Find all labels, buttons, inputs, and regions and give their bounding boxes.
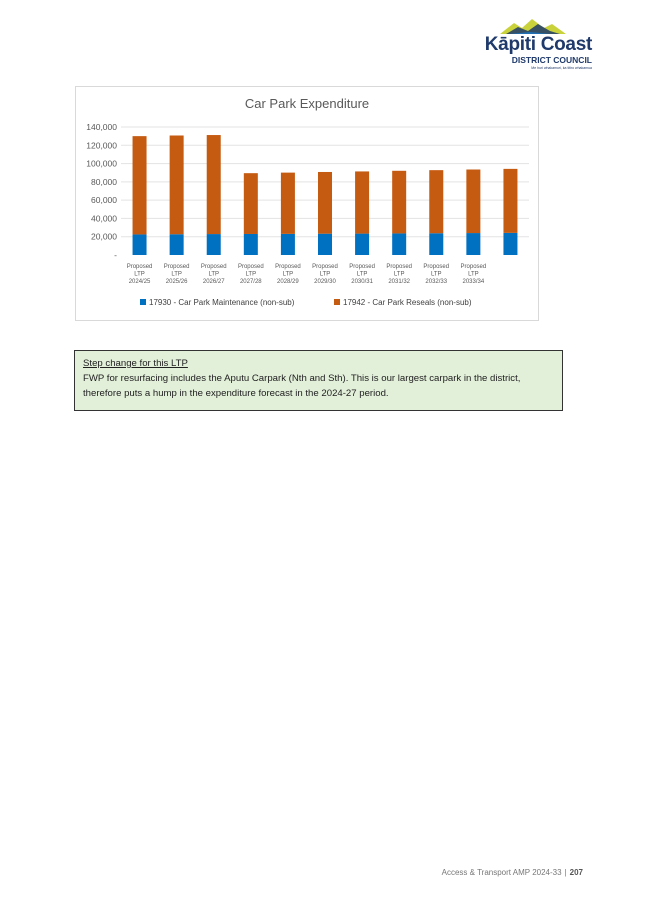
bar-reseals [318,171,332,234]
council-logo: Kāpiti Coast DISTRICT COUNCIL Me huri wh… [470,16,595,74]
x-tick-label: 2024/25 [129,279,151,285]
x-tick-label: 2031/32 [388,279,410,285]
bar-maintenance [206,234,221,255]
x-tick-label: 2030/31 [351,279,373,285]
x-tick-label: LTP [468,272,479,278]
y-tick-label: 120,000 [86,140,117,150]
bar-maintenance [280,233,295,255]
x-tick-label: Proposed [238,264,264,270]
logo-subtitle: DISTRICT COUNCIL [511,55,592,65]
bar-maintenance [243,233,258,255]
logo-tagline: Me huri whakamuri, ka titiro whakamua [531,66,592,70]
x-tick-label: LTP [320,272,331,278]
x-tick-label: 2026/27 [203,279,225,285]
y-tick-label: 140,000 [86,122,117,132]
x-tick-label: LTP [246,272,257,278]
footer-separator: | [564,868,567,877]
x-tick-label: LTP [431,272,442,278]
note-title: Step change for this LTP [83,358,188,369]
bar-reseals [280,172,295,234]
chart-container: Car Park Expenditure - 20,000 40,000 60,000 8… [75,86,539,321]
x-tick-label: 2032/33 [425,279,447,285]
x-tick-label: Proposed [275,264,301,270]
bar-reseals [169,135,184,235]
x-tick-label: Proposed [386,264,412,270]
x-tick-label: LTP [283,272,294,278]
x-tick-label: LTP [134,272,145,278]
bar-maintenance [132,234,147,255]
bar-reseals [206,135,221,235]
bar-maintenance [466,233,481,255]
y-tick-label: 60,000 [91,195,117,205]
bar-reseals [429,170,444,234]
legend-label: 17942 - Car Park Reseals (non-sub) [343,298,472,307]
bar-maintenance [169,234,184,255]
bar-maintenance [318,233,332,255]
x-tick-label: 2029/30 [314,279,336,285]
y-tick-label: 20,000 [91,232,117,242]
legend-label: 17930 - Car Park Maintenance (non-sub) [149,298,295,307]
x-tick-label: LTP [394,272,405,278]
x-tick-label: Proposed [423,264,449,270]
car-park-expenditure-chart: Car Park Expenditure - 20,000 40,000 60,000 8… [86,96,529,307]
page-number: 207 [569,868,583,877]
x-tick-label: Proposed [164,264,190,270]
y-tick-label: - [114,250,117,260]
y-tick-label: 100,000 [86,159,117,169]
page-footer: Access & Transport AMP 2024-33 | 207 [442,868,583,877]
hills-emblem-icon [500,19,566,34]
footer-document-title: Access & Transport AMP 2024-33 [441,868,562,877]
bar-reseals [466,169,481,234]
note-box: Step change for this LTP FWP for resurfa… [74,350,563,411]
y-tick-label: 40,000 [91,213,117,223]
x-tick-label: 2033/34 [463,279,485,285]
x-tick-label: 2025/26 [166,279,188,285]
x-tick-label: 2027/28 [240,279,262,285]
legend-swatch [140,299,146,305]
x-tick-label: Proposed [349,264,375,270]
bar-reseals [392,170,407,234]
y-tick-label: 80,000 [91,177,117,187]
bar-maintenance [503,232,518,255]
note-body: FWP for resurfacing includes the Aputu C… [83,373,521,399]
x-tick-label: 2028/29 [277,279,299,285]
bar-reseals [243,173,258,234]
bar-maintenance [392,233,407,255]
bar-reseals [503,168,518,233]
bar-maintenance [355,233,370,255]
x-tick-label: LTP [357,272,368,278]
bar-reseals [132,136,147,235]
chart-title: Car Park Expenditure [245,96,369,111]
bar-maintenance [429,233,444,255]
x-tick-label: Proposed [127,264,153,270]
x-tick-label: LTP [208,272,219,278]
bar-reseals [355,171,370,234]
logo-title: Kāpiti Coast [484,34,593,55]
legend-swatch [334,299,340,305]
x-tick-label: LTP [171,272,182,278]
x-tick-label: Proposed [201,264,227,270]
x-tick-label: Proposed [461,264,487,270]
x-tick-label: Proposed [312,264,338,270]
